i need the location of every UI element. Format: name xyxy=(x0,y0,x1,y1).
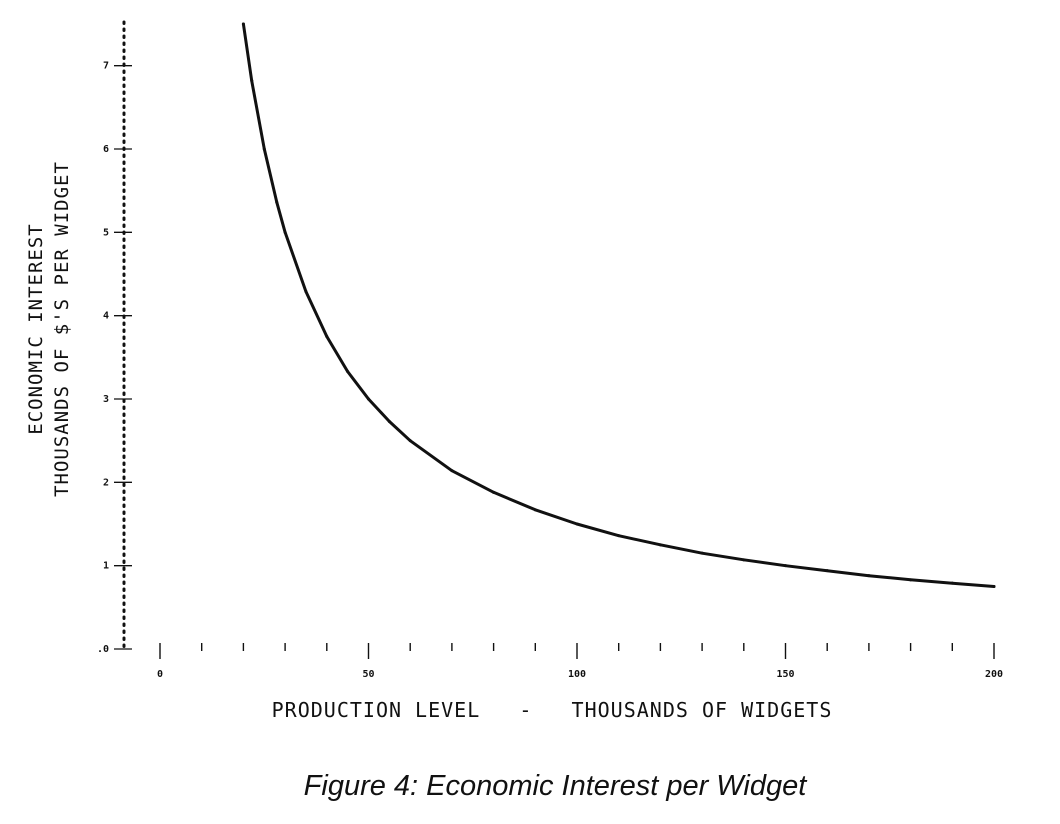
x-tick-label: 0 xyxy=(157,669,163,680)
data-point xyxy=(742,558,746,562)
y-tick-label: 2 xyxy=(103,477,109,488)
figure-caption: Figure 4: Economic Interest per Widget xyxy=(304,770,809,802)
data-point xyxy=(346,370,350,373)
data-point xyxy=(784,564,787,568)
data-point xyxy=(325,335,329,338)
y-axis-title-line-1: ECONOMIC INTEREST xyxy=(25,223,47,434)
data-point xyxy=(867,574,871,578)
y-tick-label: .0 xyxy=(97,644,109,655)
data-point xyxy=(950,581,954,585)
y-axis-title-group: ECONOMIC INTEREST THOUSANDS OF $'S PER W… xyxy=(25,161,73,497)
data-point xyxy=(492,490,496,494)
y-axis: .0 1 2 3 4 5 6 7 xyxy=(97,20,132,655)
x-tick-label: 150 xyxy=(776,669,794,680)
data-point xyxy=(250,79,254,83)
data-point xyxy=(367,397,370,401)
y-tick-label: 7 xyxy=(103,61,109,72)
x-tick-label: 100 xyxy=(568,669,586,680)
x-axis-title: PRODUCTION LEVEL - THOUSANDS OF WIDGETS xyxy=(272,698,833,722)
data-point xyxy=(700,551,704,555)
x-tick-label: 200 xyxy=(985,669,1003,680)
data-point xyxy=(575,522,579,526)
y-tick-label: 6 xyxy=(103,144,109,155)
data-point xyxy=(262,147,266,151)
y-tick-label: 1 xyxy=(103,561,109,572)
x-tick-label: 50 xyxy=(362,669,374,680)
y-tick-label: 5 xyxy=(103,227,109,238)
y-tick-label: 4 xyxy=(103,311,109,322)
data-point xyxy=(658,543,662,547)
plot-area xyxy=(241,22,996,588)
data-point xyxy=(450,469,454,473)
y-axis-title-line-2: THOUSANDS OF $'S PER WIDGET xyxy=(51,161,73,497)
data-point xyxy=(533,508,537,512)
data-point xyxy=(275,200,279,204)
data-point xyxy=(304,290,308,293)
data-point xyxy=(992,585,996,588)
data-point xyxy=(387,420,391,423)
data-point xyxy=(283,230,287,234)
y-tick-label: 3 xyxy=(103,394,109,405)
data-point xyxy=(825,569,829,573)
data-point xyxy=(617,534,621,538)
data-point xyxy=(909,578,913,582)
x-axis: 0 50 100 150 200 xyxy=(157,643,1003,680)
data-point xyxy=(241,22,245,26)
series-line xyxy=(241,22,996,588)
data-point xyxy=(408,439,412,443)
